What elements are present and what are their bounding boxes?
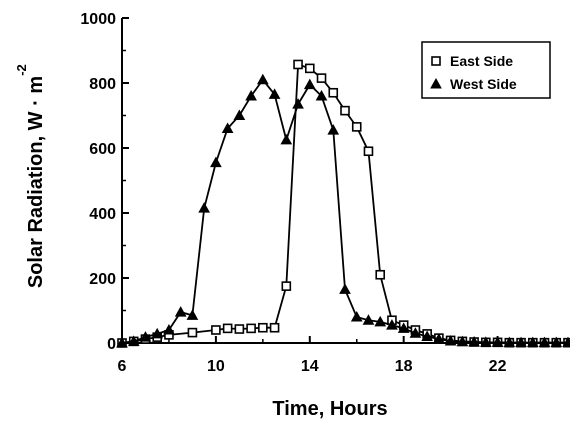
data-point-west-side (221, 122, 234, 133)
data-point-west-side (256, 73, 269, 85)
y-axis-exponent-group: -2 (14, 64, 29, 76)
legend-label-west-side: West Side (450, 76, 517, 92)
y-tick-label: 800 (89, 76, 116, 93)
data-point-east-side (246, 323, 256, 334)
y-axis-title: Solar Radiation, W · m (25, 76, 47, 288)
data-point-east-side (316, 73, 327, 83)
data-point-west-side (280, 133, 293, 145)
series-west-side (116, 73, 570, 348)
y-axis-exponent: -2 (14, 64, 29, 76)
data-point-west-side (151, 327, 164, 339)
data-point-east-side (363, 146, 374, 157)
data-point-west-side (468, 335, 480, 347)
data-point-east-side (211, 325, 221, 335)
legend-label-east-side: East Side (450, 53, 513, 69)
y-tick-label: 200 (89, 271, 116, 288)
data-point-west-side (515, 336, 527, 348)
data-point-west-side (139, 331, 152, 342)
y-axis-title-group: Solar Radiation, W · m (25, 76, 47, 288)
legend-marker-east-side (431, 56, 441, 66)
data-point-east-side (281, 281, 292, 291)
data-point-west-side (538, 336, 551, 348)
data-point-east-side (328, 87, 339, 98)
data-point-west-side (327, 124, 340, 135)
data-point-west-side (374, 315, 387, 327)
data-point-west-side (526, 336, 539, 348)
data-point-west-side (397, 322, 410, 333)
data-point-east-side (351, 122, 362, 132)
x-axis-title: Time, Hours (272, 398, 387, 420)
legend-box (421, 41, 551, 99)
data-point-west-side (315, 89, 328, 101)
y-tick-label: 0 (107, 336, 116, 353)
data-point-west-side (444, 335, 457, 346)
data-point-west-side (233, 109, 246, 120)
data-point-east-side (340, 105, 350, 116)
data-point-west-side (350, 310, 363, 322)
axes-layer: 0 200 400 600 800 1000 6 10 14 18 22 (80, 11, 568, 375)
y-tick-label: 1000 (80, 11, 116, 28)
legend-marker-west-side (430, 77, 442, 89)
data-point-east-side (269, 322, 280, 333)
data-point-west-side (550, 336, 563, 348)
data-point-west-side (562, 336, 570, 348)
x-tick-label: 22 (489, 358, 507, 375)
y-tick-label: 400 (89, 206, 116, 223)
series-line-west-side (121, 78, 568, 344)
data-point-west-side (409, 327, 422, 338)
data-point-west-side (163, 323, 175, 335)
data-point-west-side (339, 283, 351, 294)
data-point-west-side (303, 78, 316, 90)
series-east-side (117, 59, 570, 348)
data-point-east-side (234, 324, 245, 334)
data-point-west-side (386, 319, 398, 330)
data-point-west-side (292, 98, 304, 109)
data-point-east-side (187, 327, 198, 338)
x-tick-label: 14 (301, 358, 319, 375)
legend: East Side West Side (421, 41, 551, 99)
data-point-west-side (210, 156, 222, 168)
y-tick-label: 600 (89, 141, 116, 158)
data-point-west-side (116, 336, 128, 348)
data-point-east-side (293, 59, 303, 70)
data-point-east-side (304, 63, 315, 74)
x-tick-label: 6 (118, 358, 127, 375)
data-point-west-side (433, 333, 445, 344)
data-point-west-side (491, 336, 504, 347)
data-point-west-side (245, 89, 257, 101)
x-tick-label: 18 (395, 358, 413, 375)
x-tick-label: 10 (207, 358, 225, 375)
data-point-west-side (186, 309, 199, 320)
data-point-west-side (479, 336, 492, 347)
data-point-west-side (362, 314, 375, 325)
data-point-west-side (127, 335, 140, 346)
data-point-east-side (222, 323, 233, 334)
data-point-west-side (503, 336, 516, 348)
data-point-east-side (375, 269, 386, 280)
data-point-west-side (174, 306, 187, 317)
data-point-west-side (198, 202, 211, 213)
series-layer (116, 59, 570, 348)
data-point-east-side (258, 322, 268, 333)
data-point-west-side (421, 330, 434, 341)
data-point-west-side (268, 88, 281, 99)
data-point-west-side (456, 335, 469, 347)
